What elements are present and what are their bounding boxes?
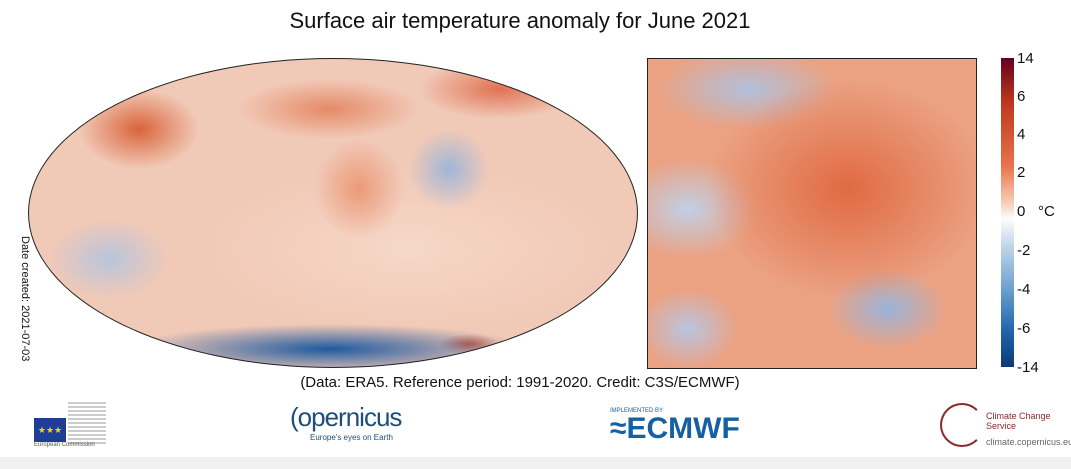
c3s-url: climate.copernicus.eu — [986, 437, 1071, 447]
colorbar-tick: -14 — [1017, 359, 1039, 376]
ecmwf-logo: IMPLEMENTED BY ≈ECMWF — [610, 408, 740, 444]
colorbar — [1001, 58, 1014, 367]
copernicus-logo: (opernicus Europe's eyes on Earth — [290, 402, 403, 442]
ecmwf-implemented-by: IMPLEMENTED BY — [610, 408, 664, 414]
colorbar-unit: °C — [1038, 203, 1055, 220]
thermometer-icon — [940, 403, 984, 447]
building-icon — [68, 402, 106, 444]
footer-bar — [0, 457, 1071, 469]
c3s-name: Climate Change Service — [986, 411, 1051, 431]
colorbar-tick: -4 — [1017, 281, 1031, 298]
colorbar-tick: 4 — [1017, 126, 1026, 143]
ecmwf-wave-icon: ≈ — [610, 412, 627, 445]
eu-logo: ★★★ European Commission — [16, 402, 106, 454]
europe-map — [647, 58, 977, 369]
colorbar-tick: 14 — [1017, 50, 1034, 67]
figure-title: Surface air temperature anomaly for June… — [289, 8, 751, 33]
colorbar-tick: -2 — [1017, 242, 1031, 259]
copernicus-c-icon: ( — [290, 402, 299, 432]
world-map — [28, 58, 638, 368]
copernicus-tagline: Europe's eyes on Earth — [310, 433, 393, 442]
date-created: Date created: 2021-07-03 — [19, 236, 31, 362]
eu-flag-icon: ★★★ — [34, 418, 66, 442]
colorbar-tick: -6 — [1017, 320, 1031, 337]
colorbar-tick: 6 — [1017, 88, 1026, 105]
eu-logo-text: European Commission — [34, 442, 95, 448]
copernicus-name: opernicus — [297, 402, 403, 432]
ecmwf-name: ECMWF — [626, 412, 740, 445]
credit-line: (Data: ERA5. Reference period: 1991-2020… — [300, 374, 740, 391]
colorbar-tick: 0 — [1017, 203, 1026, 220]
colorbar-tick: 2 — [1017, 164, 1026, 181]
